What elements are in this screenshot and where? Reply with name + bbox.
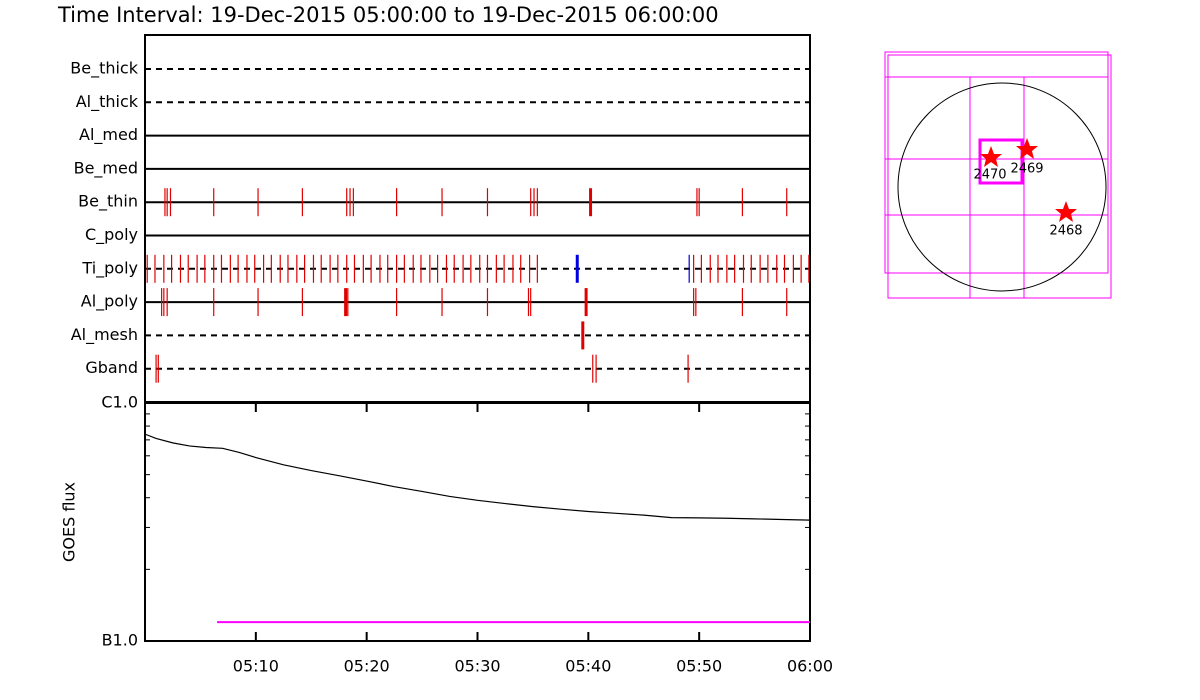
panel-frame — [144, 34, 811, 403]
filter-label: Be_med — [74, 158, 138, 178]
filter-label: Al_poly — [81, 292, 138, 312]
region-star — [1016, 138, 1038, 159]
panel-frame — [144, 402, 811, 642]
x-tick-label: 05:40 — [565, 657, 611, 676]
filter-label: Al_med — [79, 125, 138, 145]
flux-line — [144, 433, 811, 521]
region-label: 2469 — [1010, 162, 1043, 177]
x-tick-label: 05:20 — [344, 657, 390, 676]
y-tick-label: C1.0 — [101, 393, 138, 412]
solar-disk — [897, 82, 1107, 292]
fov-box — [978, 138, 1024, 185]
fov-box — [884, 76, 1109, 274]
sun-map — [884, 51, 1112, 299]
filter-label: Be_thick — [70, 59, 138, 79]
fov-box — [887, 54, 1112, 299]
x-tick-label: 06:00 — [787, 657, 833, 676]
filter-label: Ti_poly — [81, 258, 138, 278]
x-tick-label: 05:10 — [233, 657, 279, 676]
y-axis-label: GOES flux — [60, 482, 79, 562]
filter-label: Al_mesh — [71, 325, 138, 345]
region-star — [980, 146, 1002, 167]
region-star — [1055, 201, 1077, 222]
region-label: 2468 — [1049, 224, 1082, 239]
filter-label: C_poly — [85, 225, 138, 245]
x-tick-label: 05:50 — [676, 657, 722, 676]
chart-title: Time Interval: 19-Dec-2015 05:00:00 to 1… — [57, 3, 719, 27]
filter-label: Be_thin — [78, 192, 138, 212]
x-tick-label: 05:30 — [454, 657, 500, 676]
filter-label: Gband — [85, 358, 138, 377]
y-tick-label: B1.0 — [102, 631, 138, 650]
filter-label: Al_thick — [76, 92, 139, 112]
region-label: 2470 — [973, 168, 1006, 183]
